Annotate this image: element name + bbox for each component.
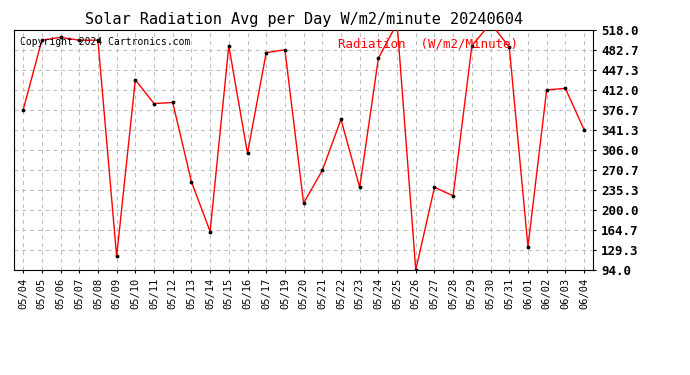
Text: Copyright 2024 Cartronics.com: Copyright 2024 Cartronics.com <box>19 37 190 47</box>
Title: Solar Radiation Avg per Day W/m2/minute 20240604: Solar Radiation Avg per Day W/m2/minute … <box>85 12 522 27</box>
Text: Radiation  (W/m2/Minute): Radiation (W/m2/Minute) <box>338 37 518 50</box>
